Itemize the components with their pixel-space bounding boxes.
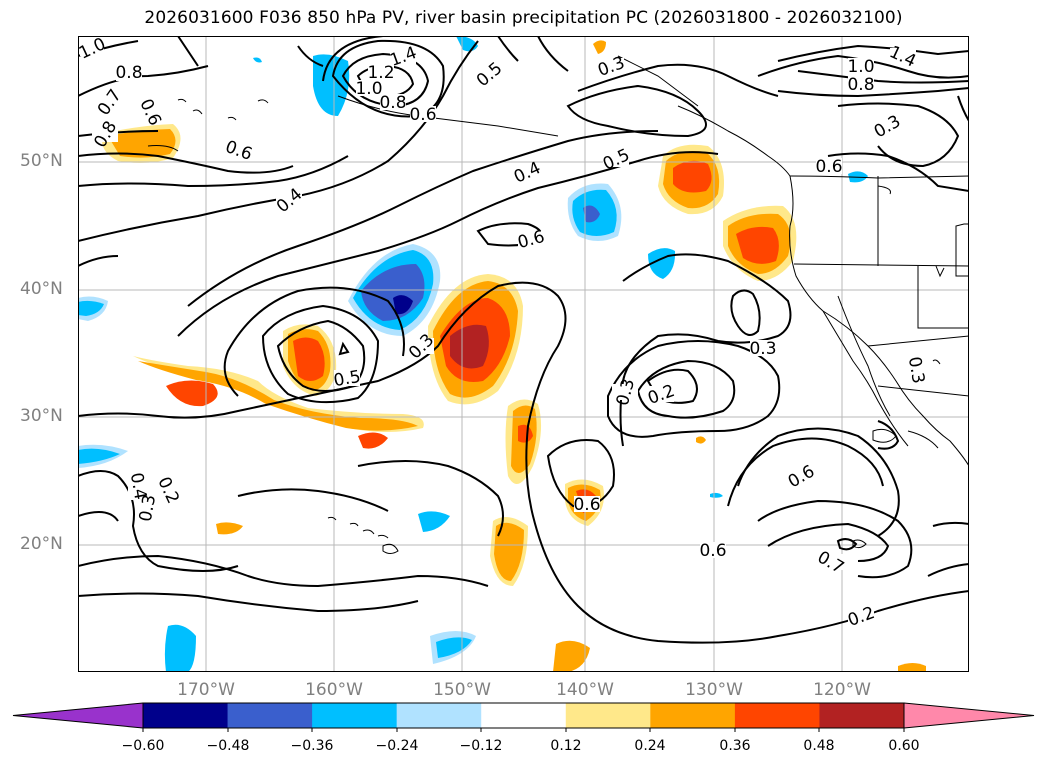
colorbar-segment <box>312 703 398 728</box>
colorbar-tick-label: −0.48 <box>206 738 250 754</box>
colorbar-segment <box>565 703 651 728</box>
colorbar-tick-label: −0.60 <box>121 738 165 754</box>
lon-label: 140°W <box>556 680 614 700</box>
colorbar-segment <box>143 703 229 728</box>
colorbar-tick-label: −0.36 <box>290 738 334 754</box>
contour-label: 0.6 <box>815 157 842 177</box>
lat-label: 50°N <box>20 151 63 171</box>
contour-label: 0.6 <box>573 495 600 515</box>
colorbar-tick-label: 0.48 <box>803 738 835 754</box>
contour-label: 0.8 <box>379 93 406 113</box>
coastlines <box>147 55 969 467</box>
lon-label: 120°W <box>813 680 871 700</box>
positive-anomaly-patches <box>102 40 926 672</box>
contour-label: 0.6 <box>135 96 165 129</box>
contour-label: 0.5 <box>473 58 507 91</box>
colorbar-segment <box>227 703 313 728</box>
contour-label-backgrounds <box>80 40 928 624</box>
contour-label: 1.4 <box>886 42 919 72</box>
lon-label: 130°W <box>685 680 743 700</box>
contour-label: 0.3 <box>136 493 160 523</box>
lat-label: 20°N <box>20 534 63 554</box>
pv-contours <box>78 36 969 644</box>
islands <box>177 98 941 554</box>
colorbar-tick-label: 0.12 <box>550 738 582 754</box>
map-title: 2026031600 F036 850 hPa PV, river basin … <box>144 8 903 28</box>
contour-label: 0.4 <box>511 158 544 188</box>
contour-label: 1.0 <box>355 79 382 99</box>
contour-label: 0.3 <box>871 111 904 142</box>
lat-label: 30°N <box>20 406 63 426</box>
colorbar-tick-label: 0.24 <box>634 738 666 754</box>
contour-label: 1.0 <box>847 57 874 77</box>
contour-label: 0.6 <box>516 227 547 253</box>
precipitation-shading <box>78 36 926 672</box>
lon-label: 160°W <box>305 680 363 700</box>
contour-label: 0.3 <box>749 339 776 359</box>
contour-label: 1.2 <box>367 63 394 83</box>
contour-label: 0.3 <box>904 355 928 385</box>
colorbar-tick-label: −0.12 <box>459 738 503 754</box>
lon-label: 150°W <box>433 680 491 700</box>
contour-label: 0.8 <box>115 63 142 83</box>
contour-label: 0.6 <box>699 541 726 561</box>
contour-label: 0.2 <box>845 603 877 631</box>
contour-label: 0.8 <box>847 75 874 95</box>
contour-label: 0.4 <box>273 184 307 217</box>
colorbar-extend-low <box>13 703 143 728</box>
map-plot-area: 1.0 0.8 0.7 0.6 0.8 0.6 1.4 1.2 1.0 0.8 … <box>78 36 969 672</box>
colorbar-segment <box>481 703 567 728</box>
contour-label: 0.5 <box>332 367 362 391</box>
colorbar-tick-label: 0.60 <box>888 738 920 754</box>
contour-label: 0.7 <box>94 86 126 120</box>
colorbar-extend-high <box>904 703 1034 728</box>
contour-label: 0.6 <box>785 461 818 492</box>
lat-label: 40°N <box>20 279 63 299</box>
lon-label: 170°W <box>177 680 235 700</box>
contour-label: 0.4 <box>126 471 150 501</box>
contour-label: 0.6 <box>223 137 255 165</box>
colorbar-segment <box>819 703 905 728</box>
colorbar-tick-label: 0.36 <box>719 738 751 754</box>
colorbar-segment <box>734 703 820 728</box>
colorbar-tick-label: −0.24 <box>375 738 419 754</box>
colorbar <box>12 702 1035 732</box>
colorbar-segment <box>396 703 482 728</box>
contour-label: 0.6 <box>409 105 436 125</box>
colorbar-segment <box>650 703 736 728</box>
